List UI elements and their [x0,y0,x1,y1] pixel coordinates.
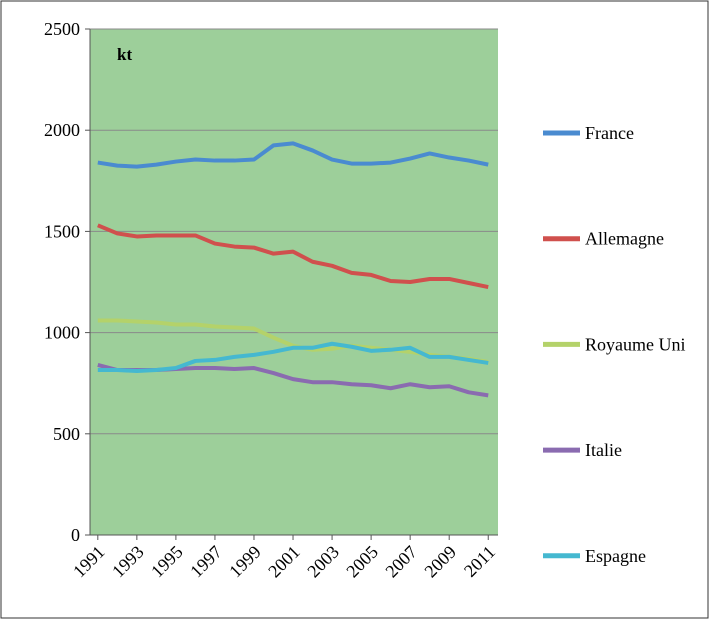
series-line [97,223,489,290]
legend-label: France [585,123,634,143]
series-line [97,341,489,374]
y-tick-label: 1000 [44,323,80,343]
legend-label: Royaume Uni [585,334,686,354]
y-tick-label: 2500 [44,19,80,39]
series-line [97,141,489,169]
y-tick-label: 500 [53,424,80,444]
legend-label: Allemagne [585,229,664,249]
legend-label: Italie [585,440,622,460]
unit-label: kt [117,45,132,64]
y-tick-label: 1500 [44,221,80,241]
plot-area [90,29,498,535]
y-tick-label: 0 [71,525,80,545]
y-tick-label: 2000 [44,120,80,140]
legend-label: Espagne [585,546,646,566]
